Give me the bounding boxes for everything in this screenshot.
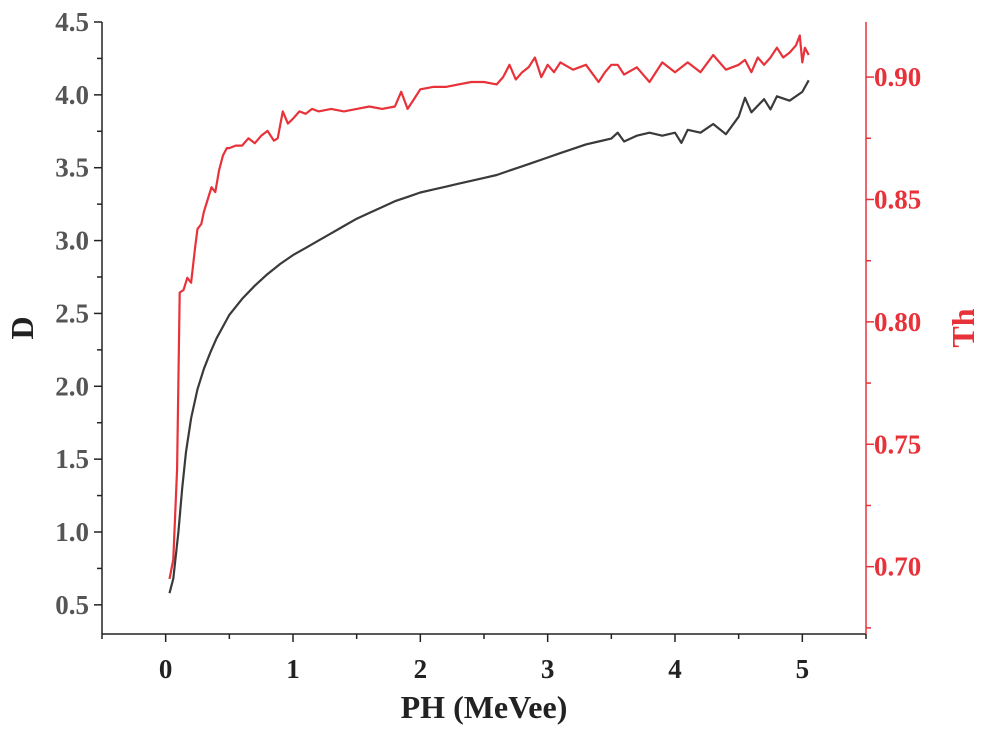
y-right-tick-label: 0.80 <box>874 307 921 337</box>
y-left-tick-label: 4.0 <box>55 80 89 110</box>
y-right-tick-label: 0.75 <box>874 429 921 459</box>
y-right-axis-title: Th <box>945 308 981 347</box>
y-right-tick-label: 0.70 <box>874 552 921 582</box>
x-tick-label: 0 <box>159 654 173 684</box>
y-left-tick-label: 3.5 <box>55 153 89 183</box>
y-left-tick-label: 2.0 <box>55 371 89 401</box>
series-line-D <box>168 79 810 594</box>
series-layer <box>168 34 810 594</box>
y-left-tick-label: 4.5 <box>55 7 89 37</box>
series-line-Th <box>168 34 810 580</box>
y-left-axis-title: D <box>4 316 40 339</box>
y-left-tick-label: 2.5 <box>55 298 89 328</box>
x-tick-label: 5 <box>796 654 810 684</box>
x-axis-title: PH (MeVee) <box>401 689 568 725</box>
axes-layer <box>94 21 874 642</box>
x-tick-label: 3 <box>541 654 555 684</box>
y-left-tick-label: 1.0 <box>55 517 89 547</box>
x-tick-label: 4 <box>668 654 682 684</box>
labels-layer: 0 1 2 3 4 5 0.5 1.0 1.5 2.0 2.5 3.0 3.5 4.0 4.5 0.70 0.7… <box>4 7 981 725</box>
y-left-tick-label: 3.0 <box>55 226 89 256</box>
y-right-tick-label: 0.90 <box>874 62 921 92</box>
x-tick-label: 1 <box>286 654 300 684</box>
y-left-tick-label: 1.5 <box>55 444 89 474</box>
y-right-tick-label: 0.85 <box>874 184 921 214</box>
x-tick-label: 2 <box>414 654 428 684</box>
y-left-tick-label: 0.5 <box>55 590 89 620</box>
